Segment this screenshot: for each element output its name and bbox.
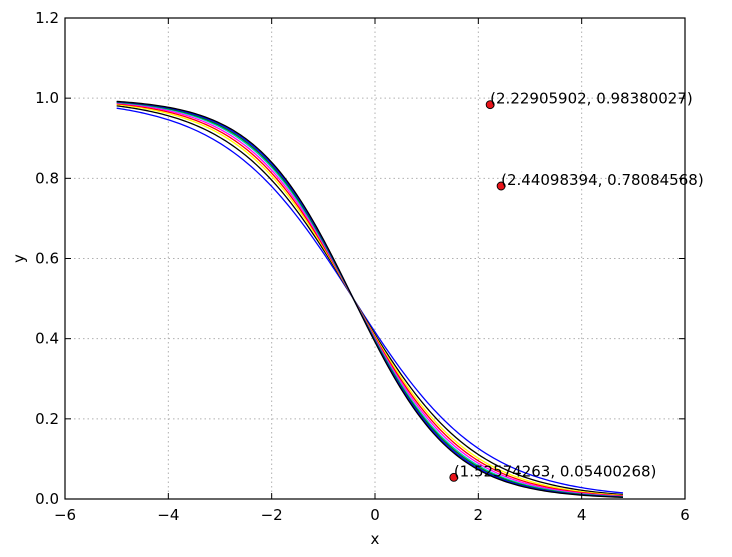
y-tick-label: 1.2 <box>35 9 59 27</box>
x-tick-label: 2 <box>474 506 484 524</box>
x-tick-label: −2 <box>261 506 283 524</box>
data-point <box>496 181 506 191</box>
x-axis-label: x <box>371 530 380 548</box>
series-line <box>116 100 624 498</box>
point-annotation: (2.22905902, 0.98380027) <box>490 90 693 108</box>
series-line <box>116 101 624 498</box>
y-tick-label: 1.0 <box>35 89 59 107</box>
series-line <box>116 103 624 497</box>
y-tick-label: 0.0 <box>35 490 59 508</box>
x-tick-label: 4 <box>577 506 587 524</box>
series-line <box>116 105 624 496</box>
series-line <box>116 102 624 497</box>
x-tick-label: −4 <box>157 506 179 524</box>
axis-ticks: −6 −4 −2 0 2 4 6 0.0 0.2 0.4 0.6 0.8 1.0 1.2 <box>35 9 690 524</box>
series-line <box>116 103 624 497</box>
x-tick-label: 0 <box>370 506 380 524</box>
series-lines <box>116 100 624 498</box>
y-tick-label: 0.8 <box>35 169 59 187</box>
series-line <box>116 101 624 498</box>
series-line <box>116 101 624 498</box>
data-point <box>449 472 459 482</box>
data-point <box>485 100 495 110</box>
grid <box>65 18 685 499</box>
point-annotation: (2.44098394, 0.78084568) <box>501 171 704 189</box>
y-tick-label: 0.4 <box>35 330 59 348</box>
y-tick-label: 0.6 <box>35 250 59 268</box>
point-annotation: (1.52574263, 0.05400268) <box>454 462 657 480</box>
series-line <box>116 107 624 494</box>
x-tick-label: −6 <box>54 506 76 524</box>
x-tick-label: 6 <box>680 506 690 524</box>
y-tick-label: 0.2 <box>35 410 59 428</box>
y-axis-label: y <box>10 254 28 263</box>
annotated-points: (2.22905902, 0.98380027) (2.44098394, 0.7… <box>449 90 704 482</box>
